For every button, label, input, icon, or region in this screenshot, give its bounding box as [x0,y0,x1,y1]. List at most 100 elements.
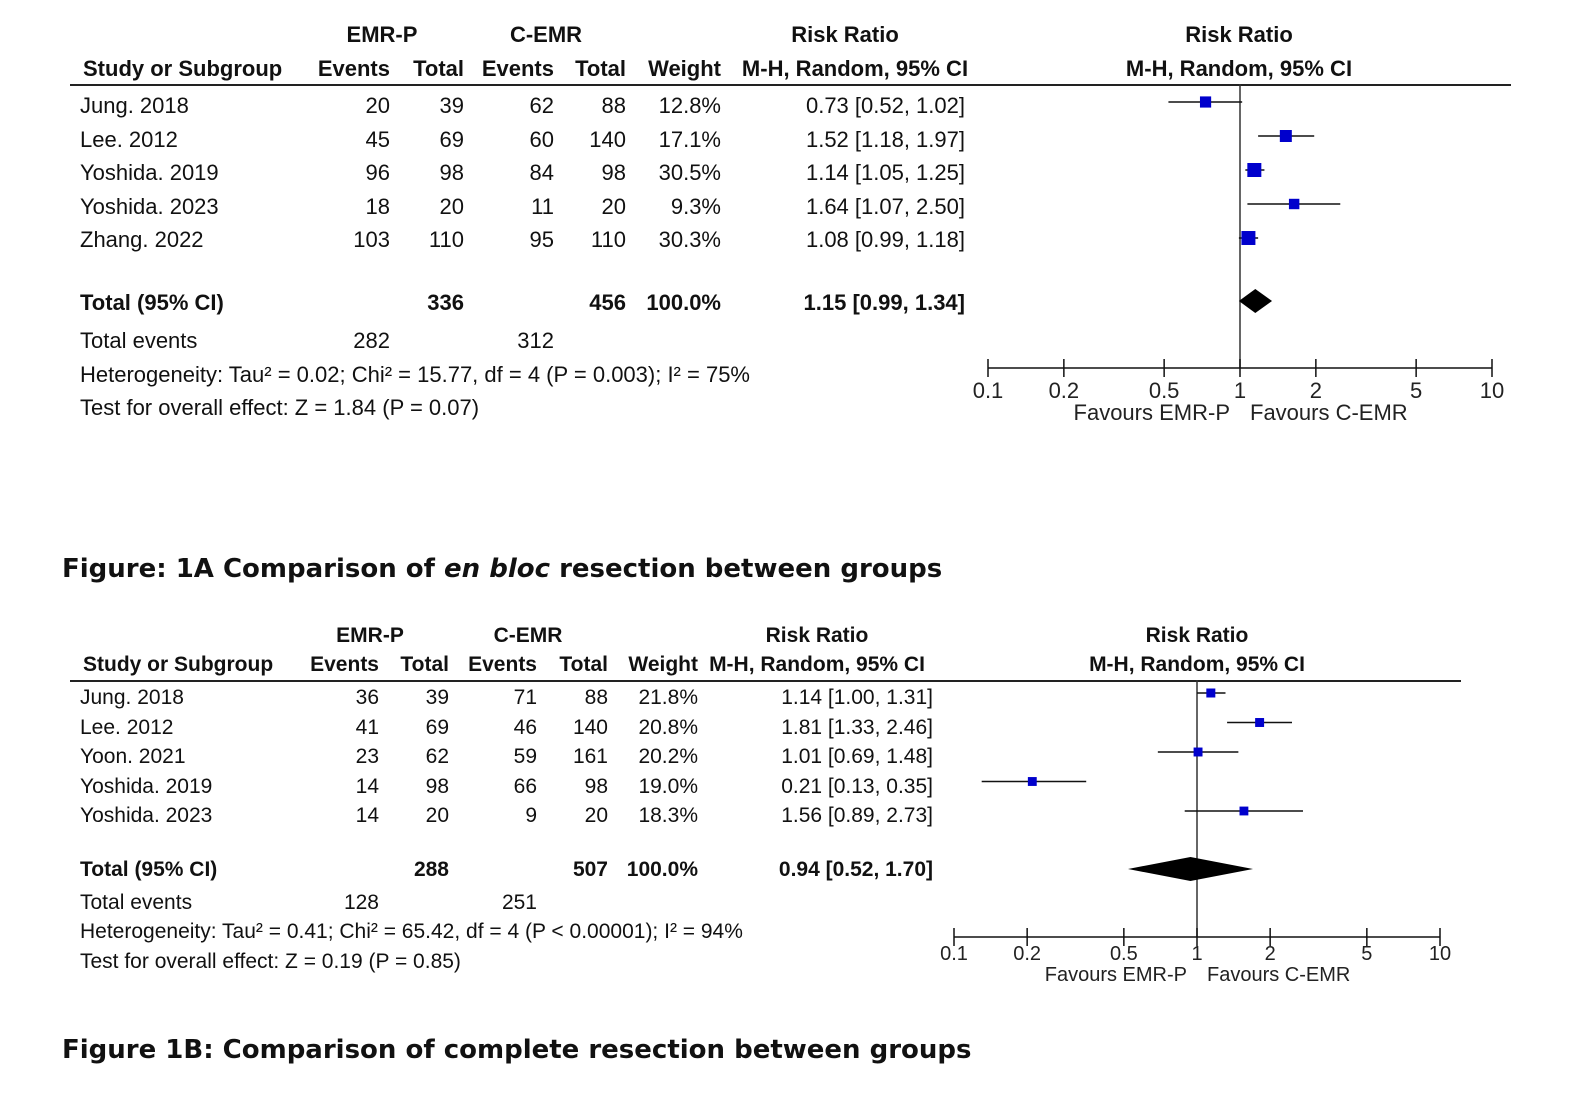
study-column-header: Study or Subgroup [83,56,283,81]
rr-method-header: M-H, Random, 95% CI [709,653,925,676]
x-tick-label: 2 [1265,943,1276,965]
x-tick-label: 1 [1191,943,1202,965]
cell-e1: 96 [365,160,390,185]
cell-t2: 98 [601,160,626,185]
cell-weight: 12.8% [658,93,721,118]
rr-header: Risk Ratio [791,22,899,47]
cell-study: Lee. 2012 [80,715,174,739]
weight-header: Weight [648,56,721,81]
total-rr: 0.94 [0.52, 1.70] [778,858,933,881]
total-events-e1: 282 [353,328,390,353]
cell-e1: 18 [365,193,390,219]
cell-study: Jung. 2018 [80,686,184,709]
cell-e2: 46 [513,715,537,739]
x-tick-label: 1 [1234,378,1246,403]
cell-t1: 69 [439,126,464,152]
cell-rr: 1.56 [0.89, 2.73] [781,804,933,827]
cell-t2: 110 [590,227,626,252]
forest-plot-a: 0.1 0.2 0.5 1 2 5 10 Favours EMR-P Favours C-EMR [973,84,1504,425]
cell-rr: 0.73 [0.52, 1.02] [805,93,965,118]
total-t2: 456 [589,290,626,315]
total-events-label: Total events [80,891,193,914]
cell-e2: 9 [525,804,537,827]
events2-header: Events [468,653,537,676]
events1-header: Events [310,653,379,676]
cell-weight: 20.2% [638,745,698,768]
cell-e2: 59 [513,745,537,768]
x-tick-label: 5 [1361,943,1372,965]
cell-rr: 1.81 [1.33, 2.46] [781,715,933,739]
cell-weight: 20.8% [638,715,698,739]
overall-effect-text: Test for overall effect: Z = 1.84 (P = 0… [80,395,480,420]
study-marker [1199,96,1212,108]
cell-e2: 60 [529,126,554,152]
cell-weight: 30.3% [658,227,721,252]
group1-header: EMR-P [336,624,404,647]
cell-rr: 1.01 [0.69, 1.48] [781,745,933,768]
total-events-e2: 251 [501,891,537,914]
cell-t2: 88 [601,93,626,118]
cell-t2: 98 [584,774,608,798]
cell-weight: 21.8% [638,686,698,709]
heterogeneity-text: Heterogeneity: Tau² = 0.02; Chi² = 15.77… [80,362,750,387]
cell-e2: 84 [529,160,554,185]
pooled-diamond [1238,289,1273,313]
group2-header: C-EMR [493,624,563,647]
events2-header: Events [481,56,554,81]
cell-e2: 95 [529,227,554,252]
favours-right-label: Favours C-EMR [1250,400,1408,425]
pooled-diamond [1127,857,1253,881]
total-t2: 507 [572,858,608,881]
cell-t2: 20 [584,804,608,827]
x-tick-label: 0.5 [1110,943,1138,965]
cell-t2: 161 [572,745,608,768]
figure-caption-1a: Figure: 1A Comparison of en bloc resecti… [62,554,943,584]
cell-t1: 98 [439,160,464,185]
plot-rr-header: Risk Ratio [1185,22,1293,47]
cell-weight: 9.3% [670,193,721,219]
cell-study: Zhang. 2022 [80,227,204,252]
cell-study: Lee. 2012 [80,126,178,152]
cell-e1: 23 [355,745,379,768]
header-rule [70,680,1461,682]
x-tick-label: 5 [1410,378,1422,403]
favours-left-label: Favours EMR-P [1074,400,1230,425]
total-events-e2: 312 [517,328,554,353]
cell-rr: 1.14 [1.00, 1.31] [781,686,933,709]
cell-study: Yoshida. 2019 [80,774,213,798]
cell-weight: 30.5% [658,160,721,185]
rr-method-header: M-H, Random, 95% CI [741,56,969,81]
cell-e1: 36 [355,686,379,709]
total-t1: 288 [413,858,449,881]
total-events-label: Total events [80,328,198,353]
cell-t1: 110 [428,227,464,252]
total-label: Total (95% CI) [80,290,224,315]
cell-weight: 18.3% [638,804,698,827]
total1-header: Total [413,56,464,81]
total-events-e1: 128 [343,891,379,914]
x-tick-label: 10 [1480,378,1504,403]
cell-t2: 88 [584,686,608,709]
x-tick-label: 0.5 [1149,378,1180,403]
study-column-header: Study or Subgroup [83,653,274,676]
cell-e1: 14 [355,804,379,827]
cell-study: Yoshida. 2023 [80,193,219,219]
header-rule [70,84,1511,86]
cell-e1: 41 [355,715,379,739]
cell-e1: 45 [365,126,390,152]
study-marker [1206,688,1216,698]
events1-header: Events [317,56,390,81]
group2-header: C-EMR [509,22,583,47]
favours-left-label: Favours EMR-P [1045,964,1187,986]
study-marker [1288,198,1300,210]
total-weight: 100.0% [626,858,698,881]
overall-effect-text: Test for overall effect: Z = 0.19 (P = 0… [80,950,461,973]
total2-header: Total [575,56,626,81]
cell-study: Yoon. 2021 [80,745,186,768]
cell-rr: 0.21 [0.13, 0.35] [781,774,933,798]
study-marker [1239,806,1249,816]
heterogeneity-text: Heterogeneity: Tau² = 0.41; Chi² = 65.42… [80,920,743,943]
plot-rr-method-header: M-H, Random, 95% CI [1089,653,1305,676]
cell-study: Yoshida. 2023 [80,804,213,827]
total-rr: 1.15 [0.99, 1.34] [803,290,965,315]
